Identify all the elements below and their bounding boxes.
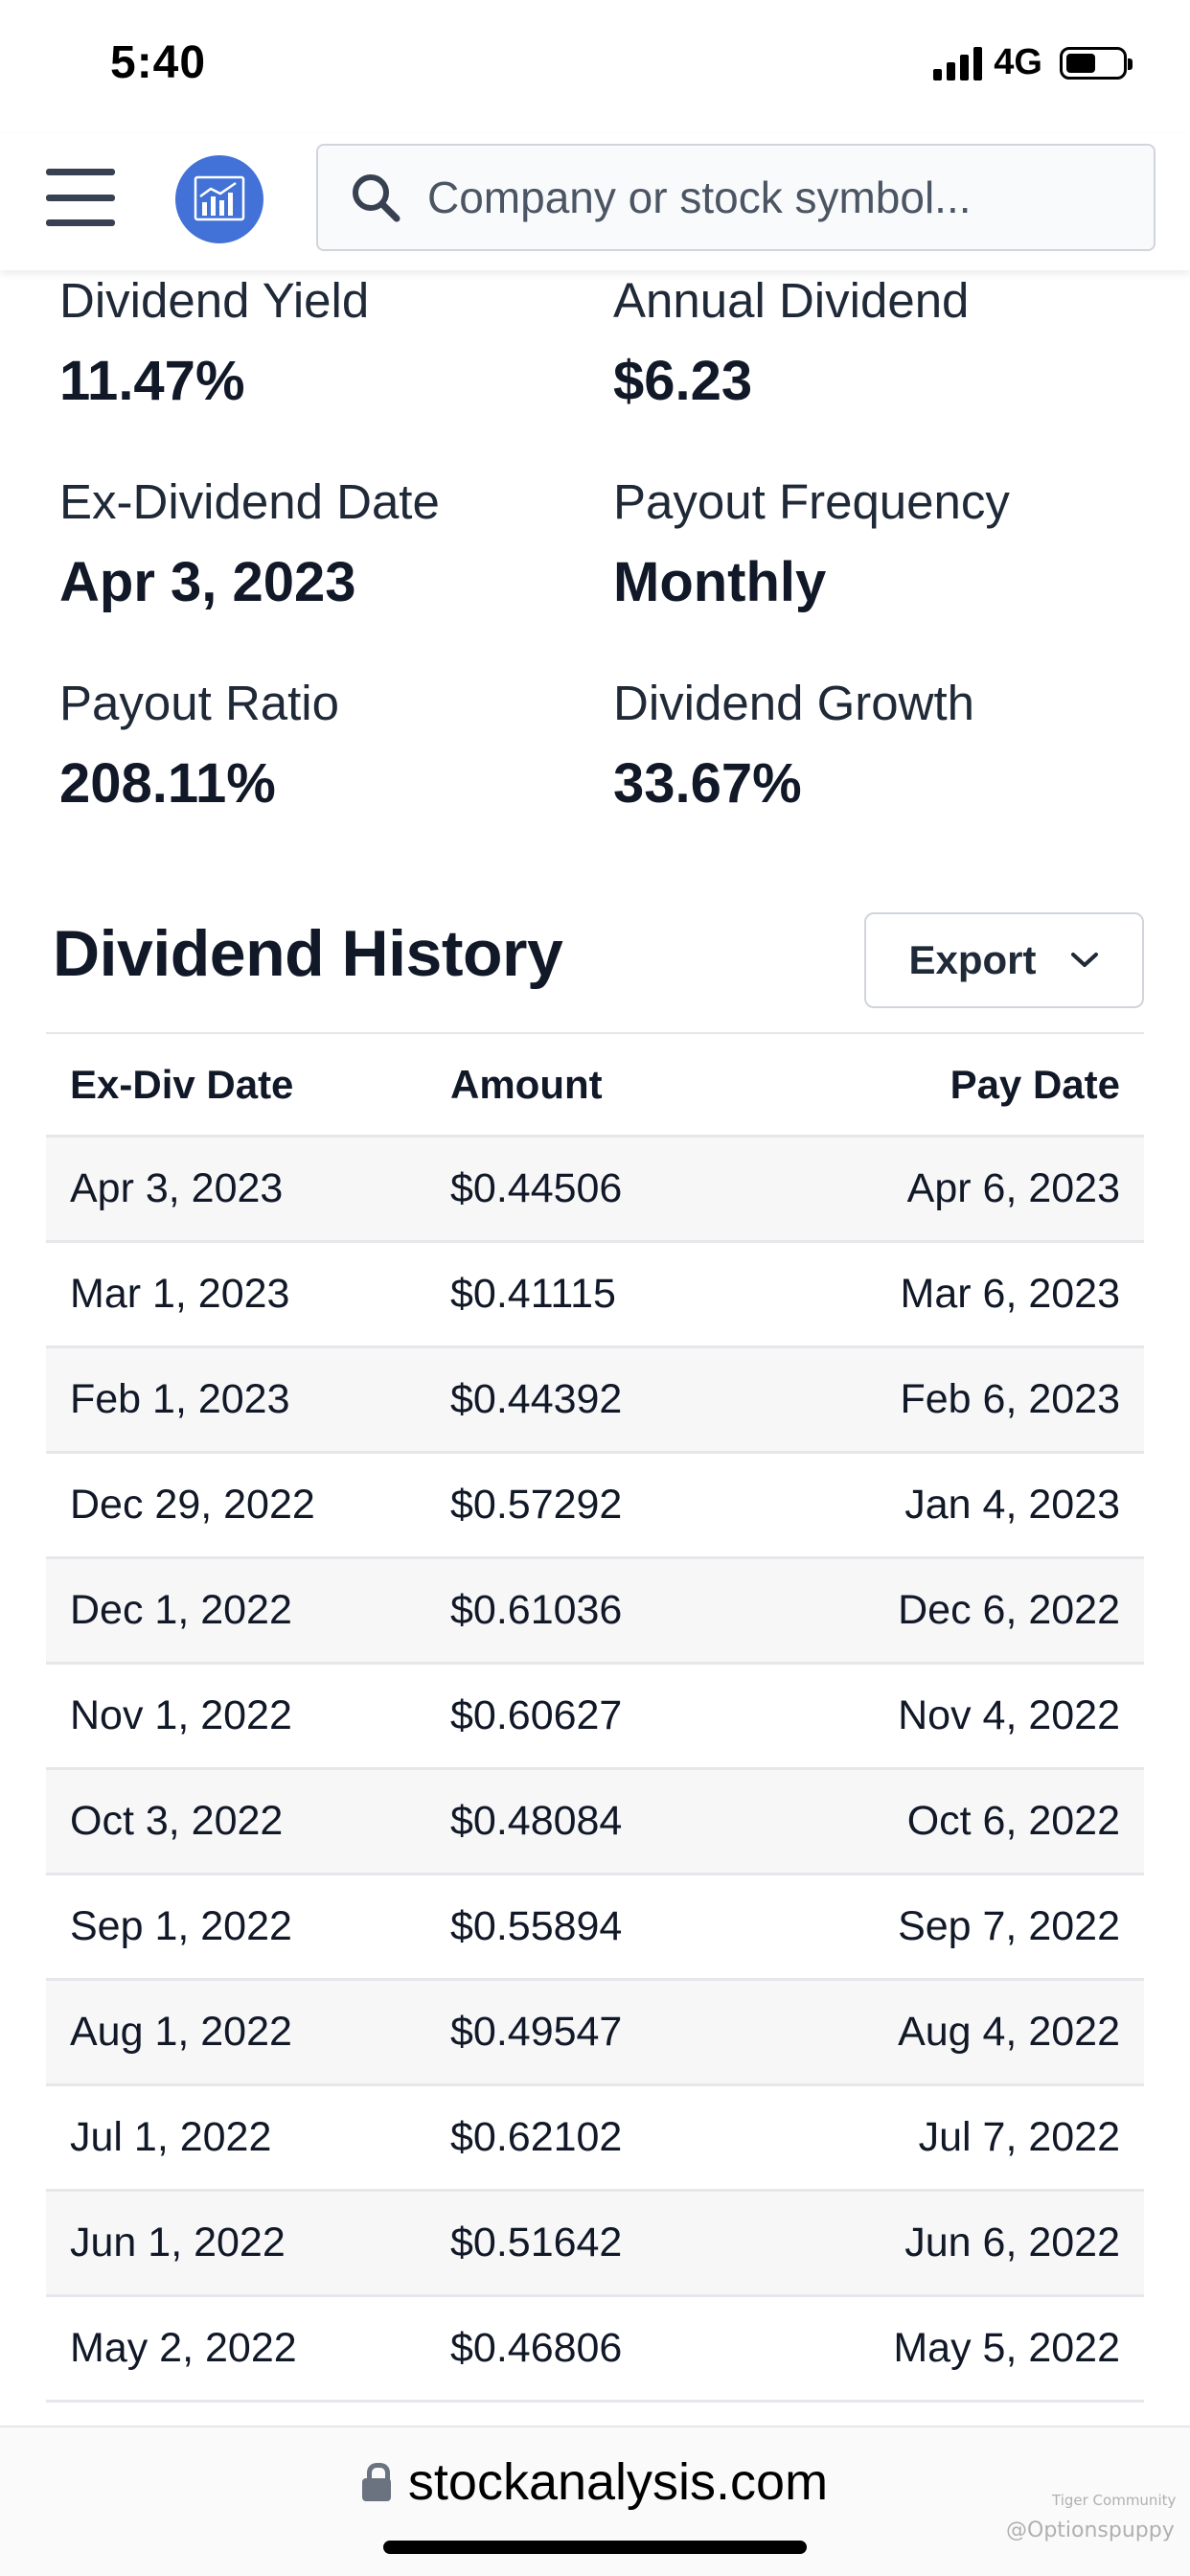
stat-value: Monthly xyxy=(613,551,827,613)
cell-pay-date: Oct 6, 2022 xyxy=(906,1798,1120,1844)
stat-label: Payout Frequency xyxy=(613,474,1010,529)
stat-ex-dividend-date: Ex-Dividend Date Apr 3, 2023 xyxy=(59,472,596,619)
cell-ex-div-date: Aug 1, 2022 xyxy=(70,2009,292,2055)
table-row: May 2, 2022 $0.46806 May 5, 2022 xyxy=(46,2297,1144,2403)
cell-ex-div-date: May 2, 2022 xyxy=(70,2325,297,2371)
search-box[interactable] xyxy=(316,144,1156,251)
cell-ex-div-date: Oct 3, 2022 xyxy=(70,1798,284,1844)
table-row: Jul 1, 2022 $0.62102 Jul 7, 2022 xyxy=(46,2086,1144,2192)
cell-pay-date: Dec 6, 2022 xyxy=(898,1587,1120,1633)
watermark: Tiger Community @Optionspuppy xyxy=(1006,2492,1179,2542)
column-header-pay-date[interactable]: Pay Date xyxy=(950,1061,1120,1107)
search-input[interactable] xyxy=(425,171,1119,224)
cell-amount: $0.44392 xyxy=(450,1376,623,1422)
column-header-amount[interactable]: Amount xyxy=(450,1061,603,1107)
cell-amount: $0.46806 xyxy=(450,2325,623,2371)
app-header xyxy=(0,134,1190,270)
table-row: Aug 1, 2022 $0.49547 Aug 4, 2022 xyxy=(46,1981,1144,2086)
stat-value: 11.47% xyxy=(59,350,245,412)
stat-dividend-growth: Dividend Growth 33.67% xyxy=(613,673,1150,820)
watermark-handle: @Optionspuppy xyxy=(1006,2518,1175,2542)
cell-amount: $0.55894 xyxy=(450,1903,623,1949)
search-icon xyxy=(347,169,404,226)
column-header-ex-div-date[interactable]: Ex-Div Date xyxy=(70,1061,294,1107)
cell-amount: $0.51642 xyxy=(450,2220,623,2266)
dividend-history-title: Dividend History xyxy=(53,917,563,990)
table-row: Nov 1, 2022 $0.60627 Nov 4, 2022 xyxy=(46,1665,1144,1770)
cell-ex-div-date: Dec 29, 2022 xyxy=(70,1482,315,1528)
battery-icon xyxy=(1060,46,1133,80)
table-row: Apr 3, 2023 $0.44506 Apr 6, 2023 xyxy=(46,1138,1144,1243)
home-indicator[interactable] xyxy=(383,2541,807,2554)
cell-amount: $0.62102 xyxy=(450,2114,623,2160)
cell-ex-div-date: Jul 1, 2022 xyxy=(70,2114,272,2160)
cell-ex-div-date: Jun 1, 2022 xyxy=(70,2220,286,2266)
stat-label: Annual Dividend xyxy=(613,273,970,328)
url-text: stockanalysis.com xyxy=(407,2453,829,2511)
stat-label: Dividend Yield xyxy=(59,273,370,328)
table-row: Oct 3, 2022 $0.48084 Oct 6, 2022 xyxy=(46,1770,1144,1875)
cell-ex-div-date: Nov 1, 2022 xyxy=(70,1692,292,1738)
cell-pay-date: Nov 4, 2022 xyxy=(898,1692,1120,1738)
cell-amount: $0.49547 xyxy=(450,2009,623,2055)
lock-icon xyxy=(361,2463,391,2501)
dividend-history-table: Ex-Div Date Amount Pay Date Apr 3, 2023 … xyxy=(46,1032,1144,2403)
cell-pay-date: Jun 6, 2022 xyxy=(904,2220,1120,2266)
status-time: 5:40 xyxy=(110,37,207,88)
cell-pay-date: Jan 4, 2023 xyxy=(904,1482,1120,1528)
browser-address-bar[interactable]: stockanalysis.com xyxy=(0,2426,1190,2576)
stat-payout-ratio: Payout Ratio 208.11% xyxy=(59,673,596,820)
cell-amount: $0.48084 xyxy=(450,1798,623,1844)
status-bar: 5:40 4G xyxy=(0,0,1190,134)
cell-pay-date: Aug 4, 2022 xyxy=(898,2009,1120,2055)
table-header: Ex-Div Date Amount Pay Date xyxy=(46,1034,1144,1138)
stat-label: Ex-Dividend Date xyxy=(59,474,440,529)
table-row: Dec 29, 2022 $0.57292 Jan 4, 2023 xyxy=(46,1454,1144,1559)
cell-amount: $0.60627 xyxy=(450,1692,623,1738)
cell-ex-div-date: Dec 1, 2022 xyxy=(70,1587,292,1633)
table-row: Sep 1, 2022 $0.55894 Sep 7, 2022 xyxy=(46,1875,1144,1981)
url-display[interactable]: stockanalysis.com xyxy=(0,2452,1190,2512)
chevron-down-icon xyxy=(1070,953,1098,967)
cell-ex-div-date: Sep 1, 2022 xyxy=(70,1903,292,1949)
cell-ex-div-date: Apr 3, 2023 xyxy=(70,1165,284,1211)
table-body: Apr 3, 2023 $0.44506 Apr 6, 2023 Mar 1, … xyxy=(46,1138,1144,2403)
table-row: Feb 1, 2023 $0.44392 Feb 6, 2023 xyxy=(46,1348,1144,1454)
menu-icon[interactable] xyxy=(46,169,115,226)
cell-pay-date: May 5, 2022 xyxy=(893,2325,1120,2371)
network-label: 4G xyxy=(994,42,1042,82)
cell-pay-date: Jul 7, 2022 xyxy=(918,2114,1120,2160)
stat-value: 33.67% xyxy=(613,752,802,815)
cell-pay-date: Feb 6, 2023 xyxy=(900,1376,1120,1422)
cell-amount: $0.61036 xyxy=(450,1587,623,1633)
watermark-brand: Tiger Community xyxy=(1052,2492,1177,2509)
stat-value: 208.11% xyxy=(59,752,276,815)
export-label: Export xyxy=(908,937,1037,982)
cell-amount: $0.44506 xyxy=(450,1165,623,1211)
cell-ex-div-date: Mar 1, 2023 xyxy=(70,1271,290,1317)
cell-amount: $0.41115 xyxy=(450,1271,616,1317)
stat-label: Payout Ratio xyxy=(59,676,340,730)
stat-label: Dividend Growth xyxy=(613,676,974,730)
table-row: Mar 1, 2023 $0.41115 Mar 6, 2023 xyxy=(46,1243,1144,1348)
table-row: Jun 1, 2022 $0.51642 Jun 6, 2022 xyxy=(46,2192,1144,2297)
cell-amount: $0.57292 xyxy=(450,1482,623,1528)
cell-pay-date: Mar 6, 2023 xyxy=(900,1271,1120,1317)
stat-payout-frequency: Payout Frequency Monthly xyxy=(613,472,1150,619)
stat-value: $6.23 xyxy=(613,350,753,412)
cell-ex-div-date: Feb 1, 2023 xyxy=(70,1376,290,1422)
export-button[interactable]: Export xyxy=(864,912,1144,1008)
status-indicators: 4G xyxy=(933,42,1133,83)
cell-pay-date: Apr 6, 2023 xyxy=(906,1165,1120,1211)
chart-logo-icon[interactable] xyxy=(175,155,263,243)
signal-icon xyxy=(933,46,983,80)
table-row: Dec 1, 2022 $0.61036 Dec 6, 2022 xyxy=(46,1559,1144,1665)
stat-value: Apr 3, 2023 xyxy=(59,551,356,613)
stat-dividend-yield: Dividend Yield 11.47% xyxy=(59,270,596,418)
stat-annual-dividend: Annual Dividend $6.23 xyxy=(613,270,1150,418)
cell-pay-date: Sep 7, 2022 xyxy=(898,1903,1120,1949)
